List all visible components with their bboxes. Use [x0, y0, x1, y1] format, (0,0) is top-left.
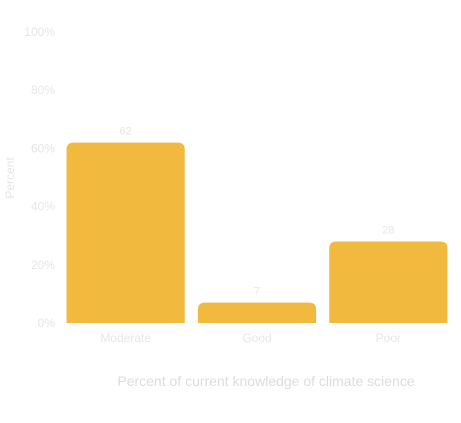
- y-tick-label: 20%: [31, 258, 55, 272]
- x-axis: Moderate Good Poor: [100, 331, 401, 345]
- y-tick-label: 40%: [31, 200, 55, 214]
- data-labels-group: 62 7 28: [120, 126, 395, 298]
- bars-group: [66, 142, 448, 323]
- x-tick-label: Good: [242, 331, 271, 345]
- x-tick-label: Moderate: [100, 331, 151, 345]
- y-tick-label: 0%: [38, 316, 56, 330]
- y-axis-title: Percent: [3, 157, 17, 199]
- data-label: 7: [254, 286, 260, 298]
- y-tick-label: 80%: [31, 83, 55, 97]
- bar-poor: [329, 241, 448, 323]
- bar-good: [197, 302, 317, 323]
- y-tick-label: 60%: [31, 141, 55, 155]
- data-label: 28: [382, 225, 394, 237]
- y-axis: 0% 20% 40% 60% 80% 100%: [24, 25, 55, 330]
- data-label: 62: [120, 126, 132, 138]
- x-axis-title: Percent of current knowledge of climate …: [117, 373, 414, 389]
- x-tick-label: Poor: [376, 331, 401, 345]
- y-tick-label: 100%: [24, 25, 55, 39]
- bar-moderate: [66, 142, 185, 323]
